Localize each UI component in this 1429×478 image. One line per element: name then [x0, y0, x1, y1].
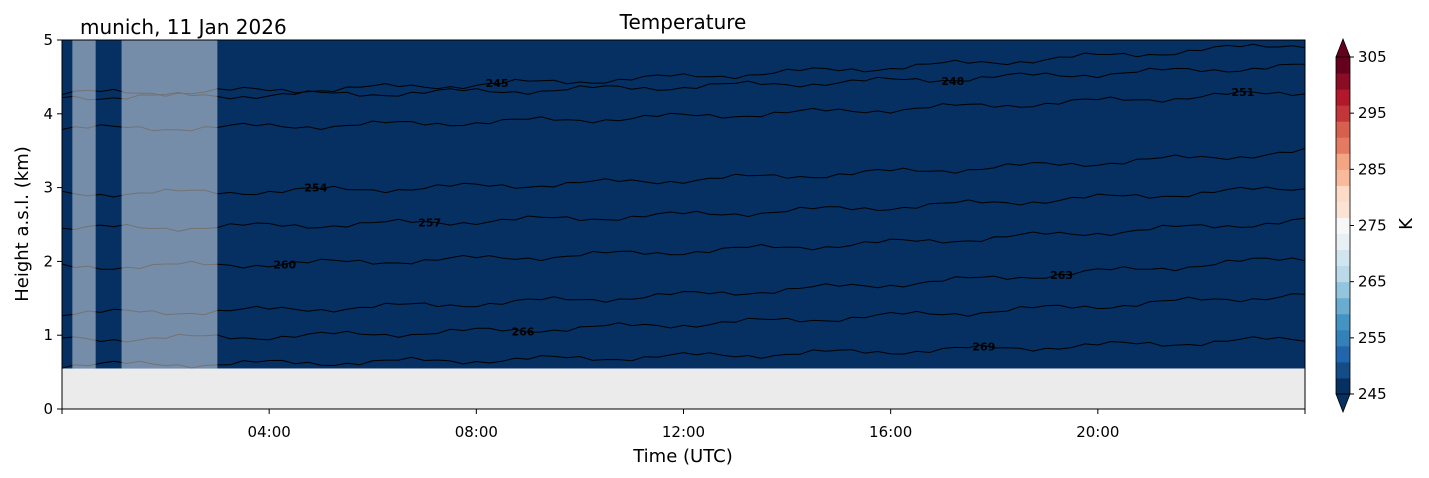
masked-period-2	[121, 40, 218, 369]
colorbar-segment	[1336, 73, 1350, 90]
y-tick-label: 5	[43, 31, 53, 49]
colorbar-tick-label: 245	[1358, 385, 1387, 403]
colorbar-segment	[1336, 185, 1350, 202]
colorbar-segment	[1336, 281, 1350, 299]
contour-label-263: 263	[1050, 269, 1073, 282]
contour-line-251	[62, 90, 1305, 132]
y-tick-label: 4	[43, 105, 53, 123]
x-tick-label: 16:00	[869, 423, 912, 441]
colorbar-segment	[1336, 121, 1350, 138]
colorbar-segment	[1336, 137, 1350, 154]
colorbar-segment	[1336, 377, 1350, 395]
colorbar-tick-label: 255	[1358, 329, 1387, 347]
colorbar-segment	[1336, 313, 1350, 331]
x-axis-ticks: 04:00 08:00 12:00 16:00 20:00	[61, 409, 1306, 441]
contour-label-266: 266	[511, 325, 534, 338]
colorbar-segment	[1336, 169, 1350, 186]
temperature-band-245	[62, 45, 1305, 369]
x-axis-label: Time (UTC)	[632, 446, 733, 467]
x-tick-label: 20:00	[1076, 423, 1119, 441]
colorbar-segment	[1336, 265, 1350, 283]
colorbar-tick-label: 265	[1358, 273, 1387, 291]
contour-label-260: 260	[273, 258, 296, 271]
contour-line-260	[62, 217, 1305, 270]
colorbar: 245 255 265 275 285 295 305	[1335, 37, 1387, 414]
colorbar-segment	[1336, 57, 1350, 74]
colorbar-tick-label: 295	[1358, 104, 1387, 122]
contour-line-245	[62, 43, 1305, 97]
colorbar-label: K	[1396, 217, 1417, 230]
y-axis-ticks: 0 1 2 3 4 5	[43, 31, 62, 418]
colorbar-tick-label: 305	[1358, 48, 1387, 66]
chart-subtitle: munich, 11 Jan 2026	[80, 15, 287, 39]
contour-labels: 269 266 263 260 257 254 251 248 245	[273, 75, 1254, 353]
masked-period-1	[72, 40, 96, 369]
contour-line-248	[62, 63, 1305, 101]
contour-lines	[62, 43, 1305, 369]
contour-line-269	[62, 336, 1305, 369]
contour-label-248: 248	[941, 75, 964, 88]
chart-title: Temperature	[619, 10, 747, 34]
colorbar-segment	[1336, 297, 1350, 315]
x-tick-label: 04:00	[248, 423, 291, 441]
y-axis-label: Height a.s.l. (km)	[12, 146, 33, 302]
colorbar-segment	[1336, 153, 1350, 170]
colorbar-segment	[1336, 217, 1350, 235]
colorbar-segment	[1336, 329, 1350, 347]
colorbar-segment	[1336, 249, 1350, 267]
contour-label-251: 251	[1231, 86, 1254, 99]
x-tick-label: 08:00	[455, 423, 498, 441]
colorbar-segment	[1336, 361, 1350, 379]
y-tick-label: 3	[43, 179, 53, 197]
y-tick-label: 1	[43, 326, 53, 344]
y-tick-label: 2	[43, 252, 53, 270]
contour-label-254: 254	[304, 182, 327, 195]
colorbar-segment	[1336, 233, 1350, 251]
contour-line-257	[62, 186, 1305, 232]
contour-label-257: 257	[418, 216, 441, 229]
contour-label-269: 269	[972, 340, 995, 353]
colorbar-extend-min	[1335, 393, 1351, 414]
colorbar-segment	[1336, 201, 1350, 218]
contour-label-245: 245	[486, 77, 509, 90]
colorbar-extend-max	[1335, 37, 1351, 58]
x-tick-label: 12:00	[662, 423, 705, 441]
contour-line-254	[62, 147, 1305, 198]
masked-periods	[72, 40, 218, 369]
y-tick-label: 0	[43, 400, 53, 418]
colorbar-segment	[1336, 105, 1350, 122]
colorbar-tick-label: 275	[1358, 217, 1387, 235]
contour-line-266	[62, 293, 1305, 343]
colorbar-segment	[1336, 345, 1350, 363]
colorbar-tick-label: 285	[1358, 160, 1387, 178]
temperature-field	[62, 40, 1305, 369]
contour-line-263	[62, 257, 1305, 317]
colorbar-segment	[1336, 89, 1350, 106]
